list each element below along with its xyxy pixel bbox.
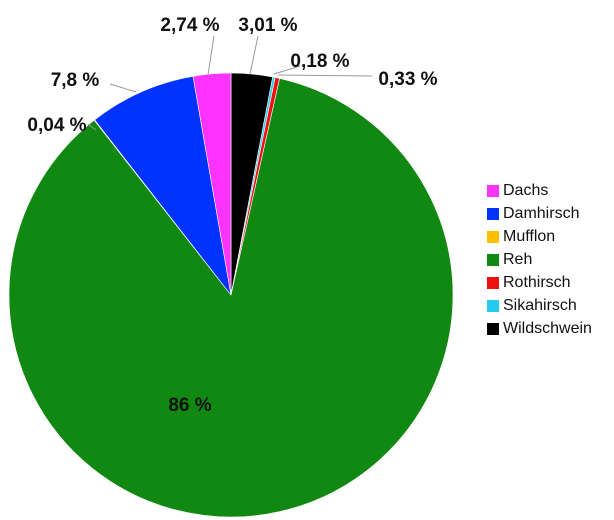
legend-swatch-wildschwein xyxy=(487,323,499,335)
legend-label-mufflon: Mufflon xyxy=(503,228,555,245)
pie-slice-damhirsch xyxy=(94,75,232,296)
leader-line-mufflon xyxy=(87,123,97,131)
leader-line-damhirsch xyxy=(109,83,137,93)
legend-item-mufflon: Mufflon xyxy=(487,228,555,245)
legend-item-dachs: Dachs xyxy=(487,182,548,199)
legend-swatch-reh xyxy=(487,254,499,266)
pie-slice-dachs xyxy=(192,72,232,296)
leader-line-wildschwein xyxy=(249,35,259,75)
slice-label-rothirsch: 0,33 % xyxy=(378,69,437,90)
legend-item-damhirsch: Damhirsch xyxy=(487,205,579,222)
legend-item-rothirsch: Rothirsch xyxy=(487,274,571,291)
slice-labels: 2,74 % 7,8 % 0,04 % 86 % 0,33 % 0,18 % 3,01 % xyxy=(27,15,437,416)
slice-label-sikahirsch: 0,18 % xyxy=(290,51,349,72)
legend-label-dachs: Dachs xyxy=(503,182,548,199)
legend: Dachs Damhirsch Mufflon Reh Rothirsch Sikahir… xyxy=(487,182,592,337)
legend-swatch-sikahirsch xyxy=(487,300,499,312)
legend-label-damhirsch: Damhirsch xyxy=(503,205,579,222)
legend-swatch-rothirsch xyxy=(487,277,499,289)
legend-item-wildschwein: Wildschwein xyxy=(487,320,592,337)
slice-label-dachs: 2,74 % xyxy=(160,15,219,36)
leader-line-rothirsch xyxy=(277,74,373,77)
leader-line-dachs xyxy=(207,35,215,76)
slice-label-reh: 86 % xyxy=(168,395,211,416)
legend-label-wildschwein: Wildschwein xyxy=(503,320,592,337)
pie-slices xyxy=(8,72,454,518)
legend-item-reh: Reh xyxy=(487,251,532,268)
pie-slice-reh xyxy=(8,78,454,518)
legend-label-reh: Reh xyxy=(503,251,532,268)
legend-swatch-mufflon xyxy=(487,231,499,243)
legend-label-rothirsch: Rothirsch xyxy=(503,274,571,291)
slice-label-mufflon: 0,04 % xyxy=(27,115,86,136)
slice-label-wildschwein: 3,01 % xyxy=(238,15,297,36)
legend-item-sikahirsch: Sikahirsch xyxy=(487,297,577,314)
legend-swatch-damhirsch xyxy=(487,208,499,220)
leader-line-sikahirsch xyxy=(273,65,301,75)
legend-swatch-dachs xyxy=(487,185,499,197)
leader-lines xyxy=(87,35,373,131)
slice-label-damhirsch: 7,8 % xyxy=(51,70,100,91)
legend-label-sikahirsch: Sikahirsch xyxy=(503,297,577,314)
